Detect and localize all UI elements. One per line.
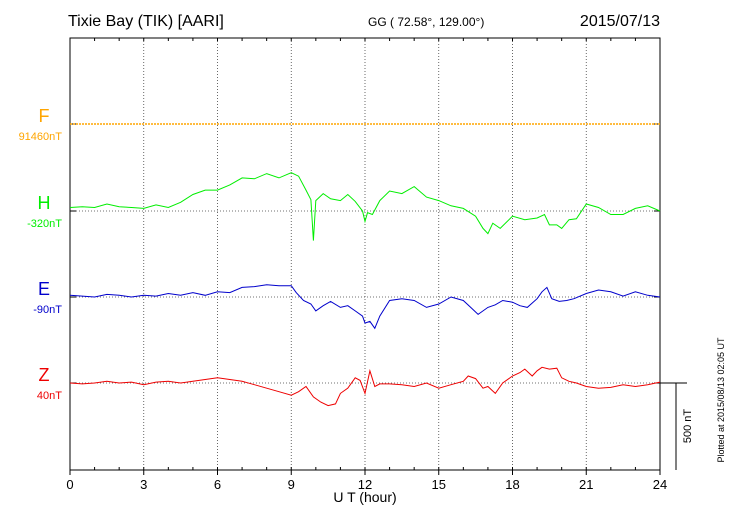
axis-ticks: 0 3 6 9 12 15 18 21 24 (66, 38, 667, 492)
x-tick-label: 6 (214, 477, 221, 492)
series-labels: F 91460nT H -320nT E -90nT Z 40nT (19, 106, 63, 402)
series-line-e (69, 284, 661, 330)
grid-lines (70, 38, 660, 470)
series-name-e: E (38, 279, 50, 299)
coordinates-label: GG ( 72.58°, 129.00°) (368, 15, 484, 29)
station-title: Tixie Bay (TIK) [AARI] (68, 13, 224, 30)
x-tick-label: 9 (288, 477, 295, 492)
date-label: 2015/07/13 (580, 13, 660, 30)
x-axis-label: U T (hour) (333, 489, 396, 505)
x-tick-label: 18 (505, 477, 519, 492)
scale-bar: 500 nT (660, 382, 694, 470)
series-name-f: F (39, 106, 50, 126)
scale-bar-label: 500 nT (682, 409, 694, 444)
x-tick-label: 0 (66, 477, 73, 492)
baseline-value-h: -320nT (27, 218, 62, 230)
series-name-h: H (38, 193, 51, 213)
plotted-note: Plotted at 2015/08/13 02:05 UT (716, 337, 726, 463)
x-tick-label: 21 (579, 477, 593, 492)
series-line-z (69, 366, 661, 407)
baseline-value-f: 91460nT (19, 131, 63, 143)
x-tick-label: 12 (358, 477, 372, 492)
baseline-value-z: 40nT (37, 390, 62, 402)
x-tick-label: 15 (432, 477, 446, 492)
series-name-z: Z (39, 365, 50, 385)
x-tick-label: 24 (653, 477, 667, 492)
x-tick-label: 3 (140, 477, 147, 492)
series-lines (69, 123, 661, 407)
baseline-value-e: -90nT (33, 304, 62, 316)
series-line-h (69, 172, 661, 241)
